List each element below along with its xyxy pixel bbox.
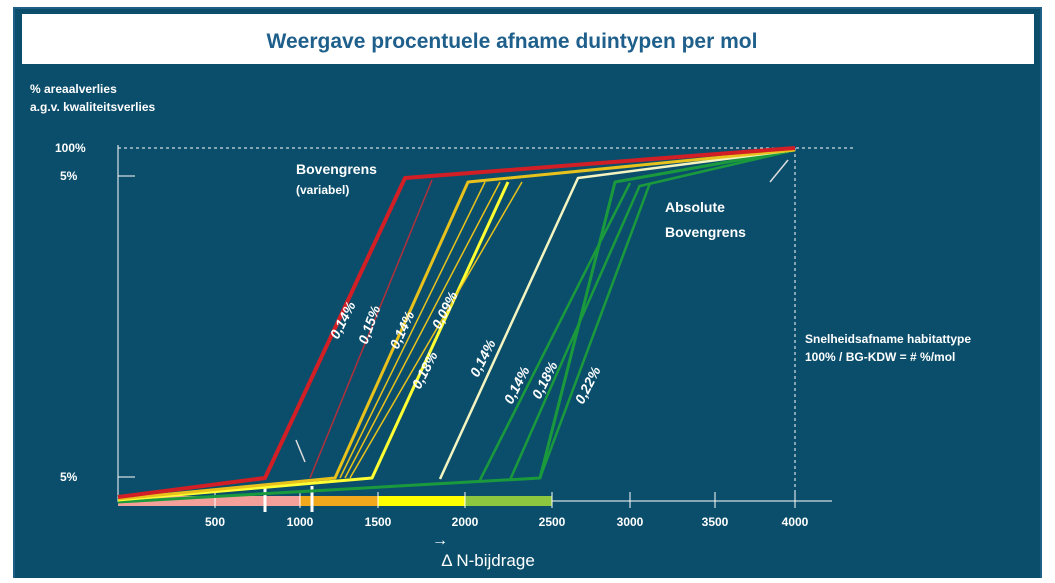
- y-tick-label: 100%: [55, 141, 86, 155]
- x-tick-label: 4000: [782, 515, 809, 529]
- title: Weergave procentuele afname duintypen pe…: [267, 30, 758, 53]
- range-bar: [378, 496, 465, 506]
- title-bar: [22, 14, 1034, 64]
- x-tick-label: 500: [205, 515, 225, 529]
- x-axis-label: Δ N-bijdrage: [441, 551, 535, 570]
- annotation: Bovengrens: [296, 161, 377, 177]
- y-tick-label: 5%: [60, 169, 78, 183]
- x-tick-label: 2500: [539, 515, 566, 529]
- annotation: Snelheidsafname habitattype: [805, 332, 971, 346]
- range-bar: [118, 496, 300, 506]
- range-bar: [300, 496, 378, 506]
- axis-arrow: →: [432, 532, 448, 549]
- x-tick-label: 1500: [365, 515, 392, 529]
- x-tick-label: 2000: [452, 515, 479, 529]
- x-tick-label: 3000: [617, 515, 644, 529]
- y-axis-label: % areaalverlies: [30, 82, 117, 96]
- slide-background: [13, 7, 1042, 581]
- annotation: Absolute: [665, 199, 725, 215]
- range-bar: [465, 496, 552, 506]
- annotation: Bovengrens: [665, 224, 746, 240]
- x-tick-label: 1000: [287, 515, 314, 529]
- y-axis-label: a.g.v. kwaliteitsverlies: [30, 100, 156, 114]
- annotation: (variabel): [296, 183, 349, 197]
- curves: [117, 146, 796, 504]
- y-tick-label: 5%: [60, 470, 78, 484]
- annotation: 100% / BG-KDW = # %/mol: [805, 350, 955, 364]
- x-tick-label: 3500: [702, 515, 729, 529]
- x-ticks: [214, 492, 796, 508]
